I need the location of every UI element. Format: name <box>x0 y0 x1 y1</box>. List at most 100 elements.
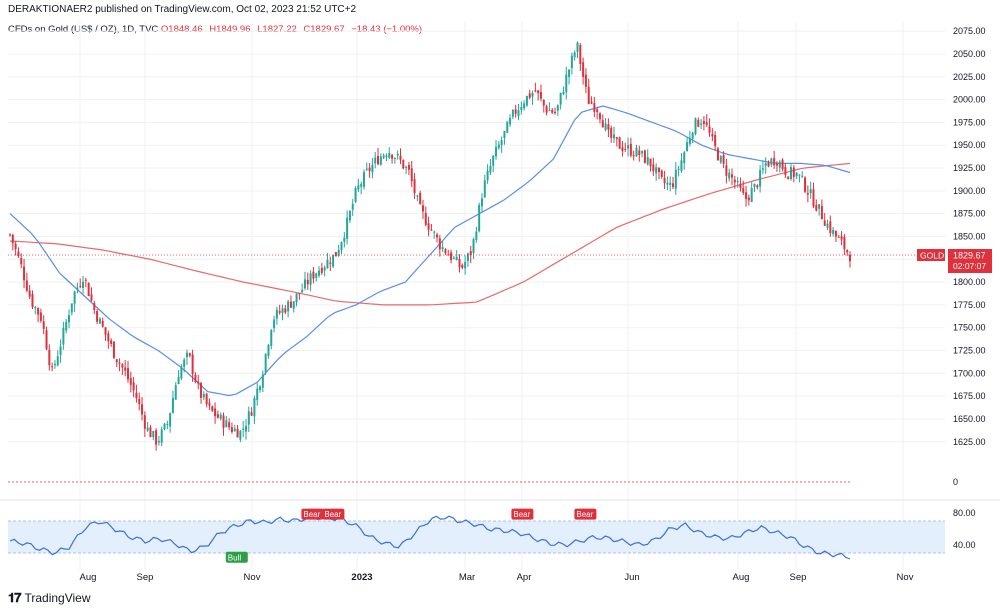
price-tick-label: 2000.00 <box>953 95 986 105</box>
price-tick-label: 1725.00 <box>953 346 986 356</box>
candle-body <box>9 234 11 236</box>
time-tick-label: Aug <box>733 572 750 583</box>
candle-body <box>483 180 486 198</box>
candle-body <box>171 398 174 413</box>
candle-body <box>399 155 402 160</box>
candle-body <box>461 264 464 268</box>
candle-body <box>76 287 79 290</box>
candle-body <box>801 175 804 177</box>
candle-body <box>141 404 144 415</box>
time-tick-label: Aug <box>80 572 97 583</box>
candle-body <box>798 174 801 176</box>
candle-body <box>382 155 385 158</box>
candle-body <box>287 301 290 312</box>
candle-body <box>149 427 152 438</box>
candle-body <box>205 393 208 405</box>
candle-body <box>197 381 200 384</box>
candle-body <box>657 167 660 173</box>
price-tick-label: 1700.00 <box>953 368 986 378</box>
candle-body <box>559 92 562 105</box>
candle-body <box>295 293 298 303</box>
candle-body <box>466 253 469 261</box>
candle-body <box>582 62 585 77</box>
candle-body <box>354 188 357 202</box>
candle-body <box>337 249 340 256</box>
tradingview-logo-icon: 𝟏𝟕 <box>8 590 22 605</box>
candle-body <box>371 164 374 173</box>
candle-body <box>688 137 691 145</box>
candle-body <box>843 236 846 250</box>
candle-body <box>576 42 579 52</box>
candle-body <box>804 177 807 192</box>
candle-body <box>261 374 264 388</box>
candle-body <box>750 188 753 203</box>
candle-body <box>51 366 54 368</box>
candle-body <box>722 155 725 164</box>
candle-body <box>444 249 447 254</box>
candle-body <box>407 165 410 170</box>
candle-body <box>646 156 649 165</box>
candle-body <box>764 163 767 166</box>
candle-body <box>464 261 467 269</box>
candle-body <box>450 252 453 261</box>
candle-body <box>579 45 582 64</box>
candle-body <box>129 378 132 385</box>
candle-body <box>124 367 127 371</box>
candle-body <box>478 205 481 232</box>
candle-body <box>132 382 135 391</box>
candle-body <box>65 321 68 331</box>
candle-body <box>472 239 475 253</box>
candle-body <box>329 262 332 264</box>
candle-body <box>82 281 85 288</box>
candle-body <box>691 132 694 139</box>
candle-body <box>166 423 169 426</box>
candle-body <box>795 172 798 177</box>
candle-body <box>393 157 396 159</box>
candle-body <box>368 167 371 172</box>
candle-body <box>832 229 835 235</box>
candle-body <box>332 254 335 267</box>
candle-body <box>93 303 96 311</box>
candle-body <box>362 172 365 187</box>
candle-body <box>228 422 231 428</box>
candle-body <box>745 192 748 200</box>
candle-body <box>756 185 759 188</box>
candle-body <box>545 106 548 113</box>
candle-body <box>289 301 292 308</box>
candle-body <box>385 155 388 158</box>
candle-body <box>183 359 186 368</box>
candle-body <box>663 178 666 184</box>
candle-body <box>500 140 503 146</box>
tradingview-footer[interactable]: 𝟏𝟕 TradingView <box>8 590 91 606</box>
bear-signal-tag <box>574 508 597 520</box>
candle-body <box>346 217 349 239</box>
candle-body <box>773 157 776 166</box>
candle-body <box>278 311 281 313</box>
legend-open: O1848.46 <box>160 24 203 35</box>
candle-body <box>747 197 750 201</box>
bear-signal-label: Bear <box>513 510 530 519</box>
rsi-tick-label: 40.00 <box>953 540 976 550</box>
candle-body <box>469 251 472 256</box>
price-tick-label: 1975.00 <box>953 117 986 127</box>
candle-body <box>256 388 259 400</box>
candle-body <box>837 236 840 238</box>
candle-body <box>202 394 205 398</box>
ma200-path <box>9 162 851 306</box>
candle-body <box>742 188 745 194</box>
candle-body <box>497 144 500 149</box>
candle-body <box>641 150 644 154</box>
candle-body <box>169 413 172 427</box>
candle-body <box>731 174 734 178</box>
bear-signal-label: Bear <box>576 510 593 519</box>
candle-body <box>340 242 343 250</box>
candle-body <box>410 168 413 182</box>
candle-body <box>326 259 329 269</box>
candle-body <box>160 429 163 443</box>
candle-body <box>48 349 51 366</box>
candle-body <box>781 159 784 170</box>
candle-body <box>775 163 778 166</box>
candle-body <box>194 374 197 382</box>
candle-body <box>655 167 658 174</box>
